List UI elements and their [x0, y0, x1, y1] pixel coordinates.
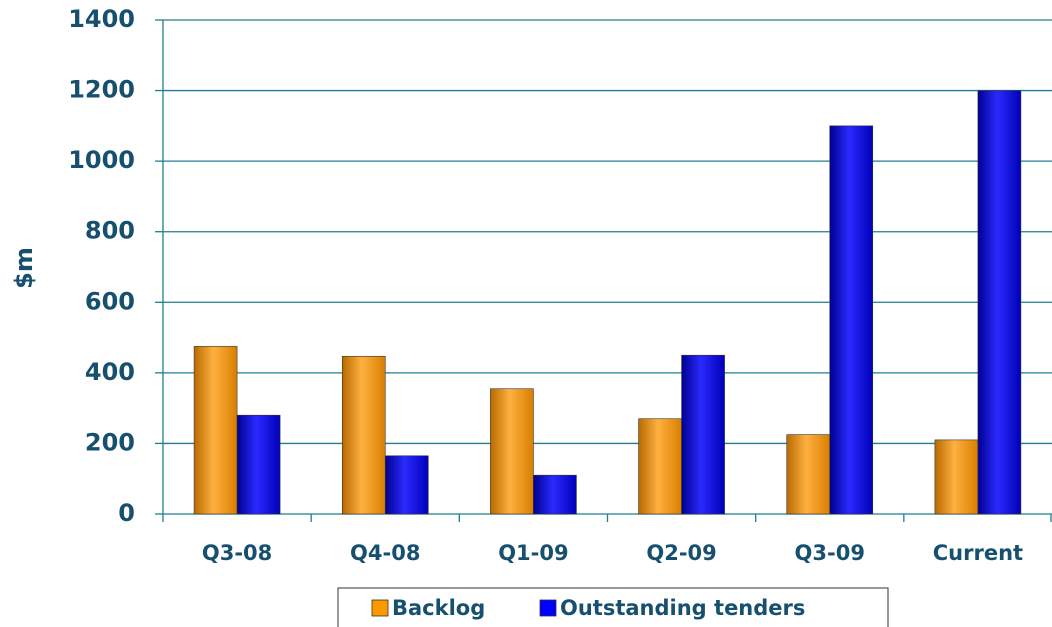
- y-tick-label: 1000: [68, 146, 135, 174]
- y-tick-label: 1400: [68, 5, 135, 33]
- bar: [384, 455, 429, 515]
- y-tick-label: 0: [118, 499, 135, 527]
- y-axis-title: $m: [10, 247, 38, 289]
- y-tick-label: 800: [85, 217, 135, 245]
- legend-box: [337, 587, 889, 627]
- bar: [934, 439, 979, 515]
- x-tick-label: Q1-09: [498, 541, 568, 565]
- legend-label: Backlog: [392, 596, 485, 620]
- x-tick-label: Q2-09: [646, 541, 716, 565]
- bar: [533, 474, 577, 515]
- legend-swatch: [371, 599, 389, 617]
- bar: [977, 90, 1022, 515]
- x-tick-label: Q3-08: [202, 541, 272, 565]
- bar: [236, 414, 281, 515]
- bar: [786, 434, 831, 515]
- bar: [490, 388, 534, 515]
- x-tick-label: Q3-09: [795, 541, 865, 565]
- bar: [341, 355, 386, 515]
- x-tick-label: Q4-08: [350, 541, 420, 565]
- y-tick-label: 400: [85, 358, 135, 386]
- y-tick-label: 1200: [68, 76, 135, 104]
- bar: [193, 346, 238, 515]
- legend-swatch: [539, 599, 557, 617]
- legend-label: Outstanding tenders: [560, 596, 805, 620]
- y-tick-label: 200: [85, 428, 135, 456]
- x-tick-label: Current: [933, 541, 1023, 565]
- bar: [681, 354, 725, 515]
- bar: [638, 418, 682, 515]
- bar: [829, 125, 874, 515]
- y-tick-label: 600: [85, 287, 135, 315]
